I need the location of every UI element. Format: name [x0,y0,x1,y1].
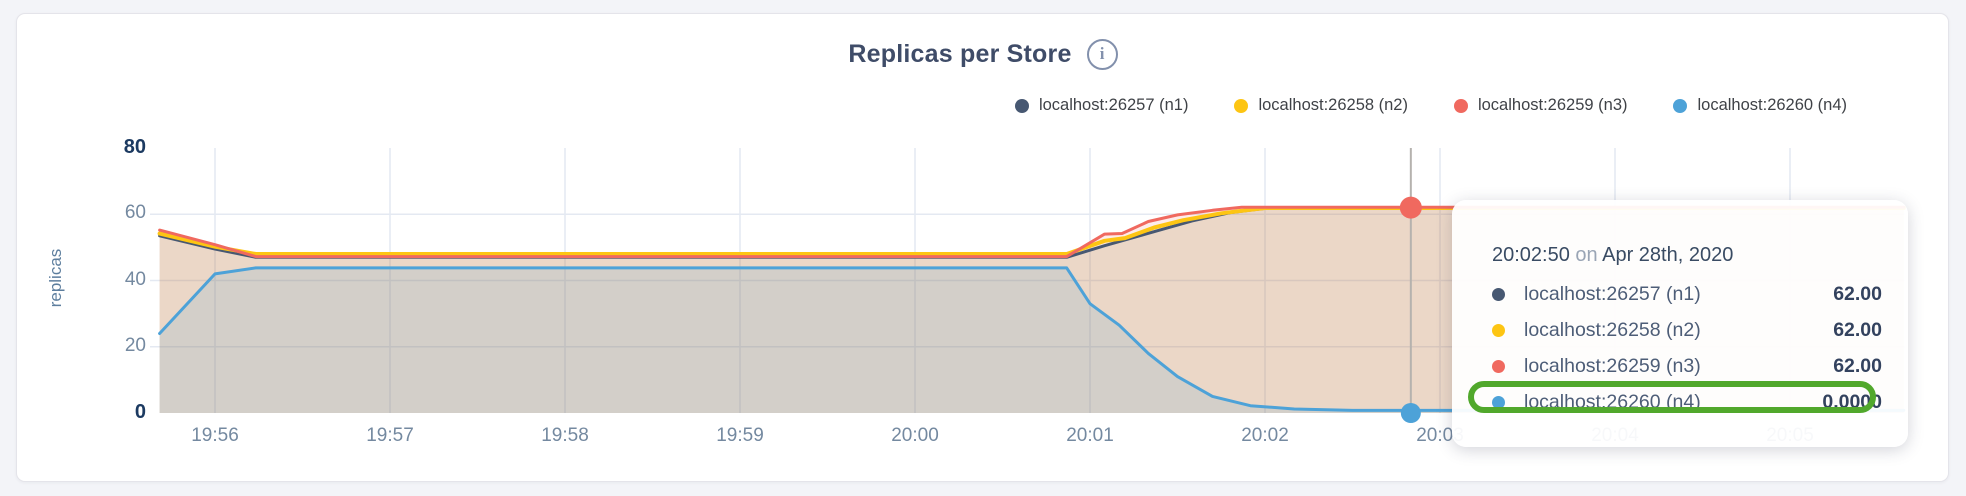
x-tick-label: 20:02 [1241,425,1289,446]
tooltip-series-value: 62.00 [1833,282,1882,305]
legend-item-n2[interactable]: localhost:26258 (n2) [1234,96,1408,115]
chart-title: Replicas per Store [848,39,1072,68]
tooltip-series-dot-icon [1492,359,1505,373]
tooltip-series-dot-icon [1492,395,1505,409]
x-tick-label: 19:59 [716,425,764,446]
tooltip-series-label: localhost:26258 (n2) [1524,318,1701,341]
tooltip-rows: localhost:26257 (n1) 62.00 localhost:26258… [1492,276,1882,420]
x-tick-label: 20:00 [891,425,939,446]
legend-dot-icon [1234,98,1249,113]
y-axis-title: replicas [46,248,65,308]
chart-legend: localhost:26257 (n1) localhost:26258 (n2)… [1014,96,1847,115]
info-icon[interactable]: i [1086,38,1118,70]
tooltip-row-n4-highlighted: localhost:26260 (n4) 0.0000 [1492,384,1882,420]
tooltip-series-dot-icon [1492,323,1505,337]
x-tick-label: 20:01 [1066,425,1114,446]
tooltip-series-value: 62.00 [1833,318,1882,341]
legend-item-label: localhost:26260 (n4) [1697,96,1847,114]
tooltip-timestamp: 20:02:50 on Apr 28th, 2020 [1492,244,1733,267]
legend-dot-icon [1453,98,1468,113]
tooltip-date: Apr 28th, 2020 [1602,244,1734,266]
legend-item-n4[interactable]: localhost:26260 (n4) [1673,96,1847,115]
x-tick-label: 20:03 [1416,425,1464,446]
legend-item-n1[interactable]: localhost:26257 (n1) [1014,96,1189,115]
y-tick-label: 80 [123,136,146,158]
x-tick-label: 19:58 [541,425,589,446]
x-tick-label: 19:56 [191,425,239,446]
y-tick-label: 60 [124,202,146,224]
legend-dot-icon [1673,98,1688,113]
tooltip-row-n3: localhost:26259 (n3) 62.00 [1492,348,1882,384]
y-tick-label: 40 [124,268,146,290]
tooltip-series-dot-icon [1492,287,1505,301]
legend-item-label: localhost:26257 (n1) [1038,96,1189,114]
tooltip-time: 20:02:50 [1492,244,1570,266]
legend-dot-icon [1014,98,1029,113]
tooltip-series-label: localhost:26260 (n4) [1524,390,1701,413]
tooltip-series-value: 0.0000 [1822,390,1882,413]
legend-item-label: localhost:26259 (n3) [1477,96,1628,114]
chart-header: Replicas per Store i [0,34,1966,74]
tooltip-row-n1: localhost:26257 (n1) 62.00 [1492,276,1882,312]
tooltip-series-label: localhost:26257 (n1) [1524,282,1701,305]
chart-tooltip: 20:02:50 on Apr 28th, 2020 localhost:262… [1452,200,1908,447]
y-tick-label: 20 [124,334,146,356]
tooltip-on-word: on [1575,244,1598,266]
x-tick-label: 19:57 [366,425,414,446]
tooltip-row-n2: localhost:26258 (n2) 62.00 [1492,312,1882,348]
legend-item-label: localhost:26258 (n2) [1258,96,1408,114]
legend-item-n3[interactable]: localhost:26259 (n3) [1453,96,1628,115]
y-tick-label: 0 [134,401,146,423]
tooltip-series-value: 62.00 [1833,354,1882,377]
tooltip-series-label: localhost:26259 (n3) [1524,354,1701,377]
